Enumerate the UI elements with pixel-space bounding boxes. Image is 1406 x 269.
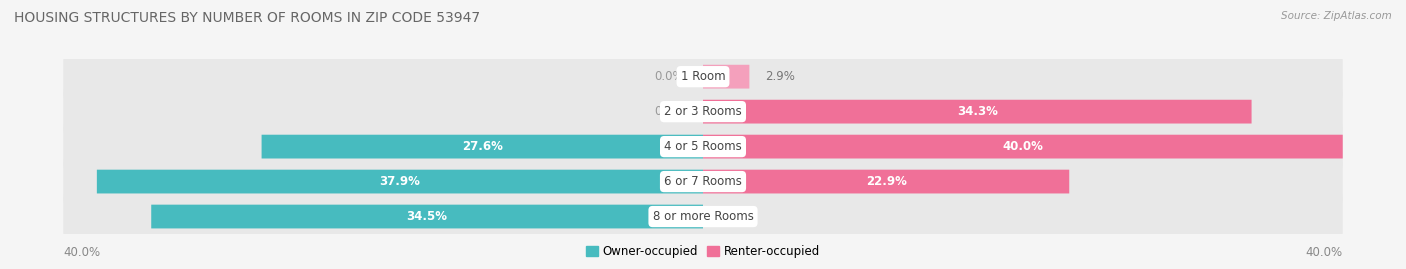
Text: 22.9%: 22.9% xyxy=(866,175,907,188)
Text: 0.0%: 0.0% xyxy=(723,210,752,223)
Text: 37.9%: 37.9% xyxy=(380,175,420,188)
Text: 34.3%: 34.3% xyxy=(957,105,998,118)
Legend: Owner-occupied, Renter-occupied: Owner-occupied, Renter-occupied xyxy=(581,241,825,263)
FancyBboxPatch shape xyxy=(63,191,1343,242)
Text: 40.0%: 40.0% xyxy=(63,246,100,259)
Text: 40.0%: 40.0% xyxy=(1002,140,1043,153)
FancyBboxPatch shape xyxy=(703,100,1251,123)
FancyBboxPatch shape xyxy=(63,156,1343,207)
Text: 4 or 5 Rooms: 4 or 5 Rooms xyxy=(664,140,742,153)
FancyBboxPatch shape xyxy=(703,135,1343,158)
Text: 6 or 7 Rooms: 6 or 7 Rooms xyxy=(664,175,742,188)
FancyBboxPatch shape xyxy=(152,205,703,228)
Text: 0.0%: 0.0% xyxy=(654,105,683,118)
Text: 8 or more Rooms: 8 or more Rooms xyxy=(652,210,754,223)
FancyBboxPatch shape xyxy=(703,170,1069,193)
Text: 40.0%: 40.0% xyxy=(1306,246,1343,259)
Text: 27.6%: 27.6% xyxy=(461,140,503,153)
Text: 1 Room: 1 Room xyxy=(681,70,725,83)
FancyBboxPatch shape xyxy=(63,86,1343,137)
FancyBboxPatch shape xyxy=(63,121,1343,172)
Text: 34.5%: 34.5% xyxy=(406,210,447,223)
Text: 0.0%: 0.0% xyxy=(654,70,683,83)
FancyBboxPatch shape xyxy=(97,170,703,193)
FancyBboxPatch shape xyxy=(262,135,703,158)
Text: HOUSING STRUCTURES BY NUMBER OF ROOMS IN ZIP CODE 53947: HOUSING STRUCTURES BY NUMBER OF ROOMS IN… xyxy=(14,11,481,25)
FancyBboxPatch shape xyxy=(703,65,749,89)
Text: Source: ZipAtlas.com: Source: ZipAtlas.com xyxy=(1281,11,1392,21)
FancyBboxPatch shape xyxy=(63,51,1343,102)
Text: 2.9%: 2.9% xyxy=(765,70,796,83)
Text: 2 or 3 Rooms: 2 or 3 Rooms xyxy=(664,105,742,118)
